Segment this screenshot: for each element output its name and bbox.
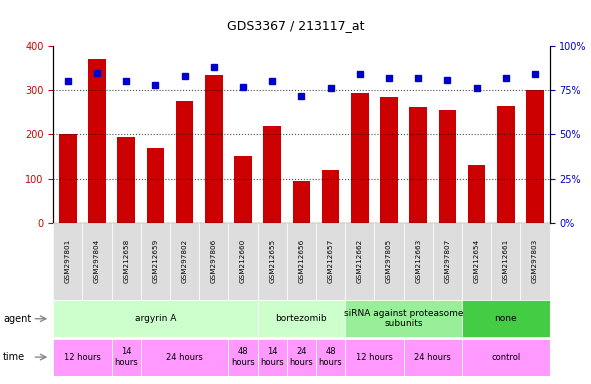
- Text: GSM297806: GSM297806: [211, 239, 217, 283]
- FancyBboxPatch shape: [141, 223, 170, 300]
- Text: GSM297805: GSM297805: [386, 239, 392, 283]
- FancyBboxPatch shape: [53, 300, 258, 337]
- Text: GSM212657: GSM212657: [327, 239, 333, 283]
- FancyBboxPatch shape: [462, 223, 491, 300]
- FancyBboxPatch shape: [462, 339, 550, 376]
- Text: 24 hours: 24 hours: [414, 353, 452, 362]
- FancyBboxPatch shape: [170, 223, 199, 300]
- FancyBboxPatch shape: [404, 223, 433, 300]
- Text: 14
hours: 14 hours: [114, 348, 138, 367]
- Text: GSM212663: GSM212663: [415, 239, 421, 283]
- FancyBboxPatch shape: [345, 223, 375, 300]
- Text: GSM212654: GSM212654: [473, 239, 480, 283]
- FancyBboxPatch shape: [258, 300, 345, 337]
- Bar: [526, 90, 544, 223]
- Bar: [293, 181, 310, 223]
- FancyBboxPatch shape: [375, 223, 404, 300]
- Text: 12 hours: 12 hours: [64, 353, 101, 362]
- FancyBboxPatch shape: [53, 223, 82, 300]
- Text: GSM297803: GSM297803: [532, 239, 538, 283]
- Text: GSM212659: GSM212659: [152, 239, 158, 283]
- Text: siRNA against proteasome
subunits: siRNA against proteasome subunits: [344, 309, 463, 328]
- FancyBboxPatch shape: [491, 223, 521, 300]
- FancyBboxPatch shape: [404, 339, 462, 376]
- Bar: [439, 110, 456, 223]
- FancyBboxPatch shape: [287, 339, 316, 376]
- FancyBboxPatch shape: [258, 339, 287, 376]
- Text: argyrin A: argyrin A: [135, 314, 176, 323]
- FancyBboxPatch shape: [199, 223, 228, 300]
- FancyBboxPatch shape: [141, 339, 228, 376]
- FancyBboxPatch shape: [462, 300, 550, 337]
- Bar: [380, 97, 398, 223]
- Bar: [410, 107, 427, 223]
- FancyBboxPatch shape: [228, 223, 258, 300]
- FancyBboxPatch shape: [112, 223, 141, 300]
- FancyBboxPatch shape: [258, 223, 287, 300]
- Text: 24
hours: 24 hours: [290, 348, 313, 367]
- FancyBboxPatch shape: [112, 339, 141, 376]
- FancyBboxPatch shape: [521, 223, 550, 300]
- Text: GSM212658: GSM212658: [123, 239, 129, 283]
- Text: GSM212660: GSM212660: [240, 239, 246, 283]
- Bar: [234, 157, 252, 223]
- Text: 48
hours: 48 hours: [319, 348, 343, 367]
- FancyBboxPatch shape: [345, 300, 462, 337]
- Bar: [176, 101, 193, 223]
- Bar: [205, 75, 223, 223]
- Text: GSM297802: GSM297802: [181, 239, 187, 283]
- Text: control: control: [491, 353, 521, 362]
- Bar: [264, 126, 281, 223]
- Text: GSM212662: GSM212662: [357, 239, 363, 283]
- FancyBboxPatch shape: [82, 223, 112, 300]
- Bar: [88, 59, 106, 223]
- Bar: [468, 165, 485, 223]
- Text: GSM212661: GSM212661: [503, 239, 509, 283]
- Text: GSM297807: GSM297807: [444, 239, 450, 283]
- Text: GSM297804: GSM297804: [94, 239, 100, 283]
- Text: 12 hours: 12 hours: [356, 353, 393, 362]
- Text: GSM212656: GSM212656: [298, 239, 304, 283]
- Text: agent: agent: [3, 314, 31, 324]
- Text: GSM212655: GSM212655: [269, 239, 275, 283]
- Text: GSM297801: GSM297801: [65, 239, 71, 283]
- Bar: [322, 170, 339, 223]
- Text: 24 hours: 24 hours: [166, 353, 203, 362]
- Bar: [59, 134, 77, 223]
- FancyBboxPatch shape: [316, 223, 345, 300]
- Bar: [147, 148, 164, 223]
- FancyBboxPatch shape: [53, 339, 112, 376]
- Text: bortezomib: bortezomib: [275, 314, 327, 323]
- Text: none: none: [495, 314, 517, 323]
- Text: 48
hours: 48 hours: [231, 348, 255, 367]
- FancyBboxPatch shape: [287, 223, 316, 300]
- FancyBboxPatch shape: [316, 339, 345, 376]
- FancyBboxPatch shape: [228, 339, 258, 376]
- Bar: [351, 93, 369, 223]
- Bar: [118, 137, 135, 223]
- FancyBboxPatch shape: [433, 223, 462, 300]
- Text: GDS3367 / 213117_at: GDS3367 / 213117_at: [227, 19, 364, 32]
- Bar: [497, 106, 515, 223]
- FancyBboxPatch shape: [345, 339, 404, 376]
- Text: 14
hours: 14 hours: [260, 348, 284, 367]
- Text: time: time: [3, 352, 25, 362]
